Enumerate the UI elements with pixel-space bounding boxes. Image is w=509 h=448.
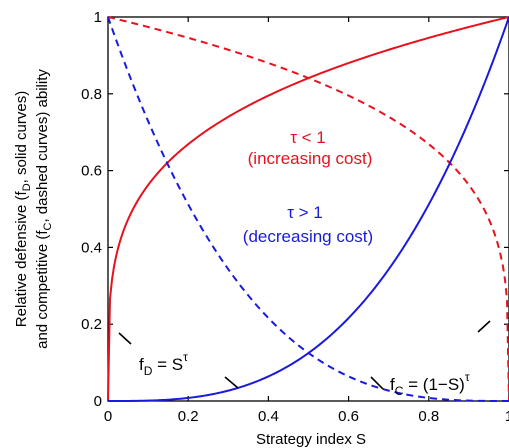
x-axis-label: Strategy index S bbox=[256, 431, 366, 448]
fd-leader-line-left bbox=[118, 332, 132, 345]
x-tick-label: 0.4 bbox=[258, 408, 279, 425]
fc-formula-label: fC = (1−S)τ bbox=[390, 370, 470, 398]
red-dashed-curve bbox=[107, 16, 509, 402]
tau-greater-than-one-label: τ > 1 bbox=[287, 203, 323, 222]
blue-dashed-curve bbox=[107, 16, 509, 402]
x-tick-label: 0.8 bbox=[418, 408, 439, 425]
ticks: 0 0.2 0.4 0.6 0.8 1 0 0.2 0.4 0.6 0.8 1 bbox=[81, 9, 509, 425]
plot-area bbox=[107, 16, 509, 402]
increasing-cost-label: (increasing cost) bbox=[248, 149, 373, 168]
fc-leader-line-right bbox=[477, 320, 491, 333]
y-tick-label: 0 bbox=[94, 393, 102, 410]
y-axis-label-line2: and competitive (fC, dashed curves) abil… bbox=[34, 69, 54, 349]
fd-formula-label: fD = Sτ bbox=[139, 350, 188, 378]
x-tick-label: 0 bbox=[104, 408, 112, 425]
fc-leader-line-left bbox=[370, 376, 384, 390]
y-axis-label-line1: Relative defensive (fD, solid curves) bbox=[13, 91, 33, 327]
x-tick-label: 0.6 bbox=[338, 408, 359, 425]
y-tick-label: 1 bbox=[94, 9, 102, 26]
fd-leader-line-right bbox=[224, 376, 239, 389]
y-tick-label: 0.6 bbox=[81, 163, 102, 180]
x-tick-label: 0.2 bbox=[178, 408, 199, 425]
y-tick-label: 0.4 bbox=[81, 239, 102, 256]
curves bbox=[107, 16, 509, 402]
x-tick-label: 1 bbox=[505, 408, 509, 425]
tau-less-than-one-label: τ < 1 bbox=[290, 128, 326, 147]
y-tick-label: 0.8 bbox=[81, 86, 102, 103]
y-tick-label: 0.2 bbox=[81, 316, 102, 333]
decreasing-cost-label: (decreasing cost) bbox=[243, 227, 373, 246]
